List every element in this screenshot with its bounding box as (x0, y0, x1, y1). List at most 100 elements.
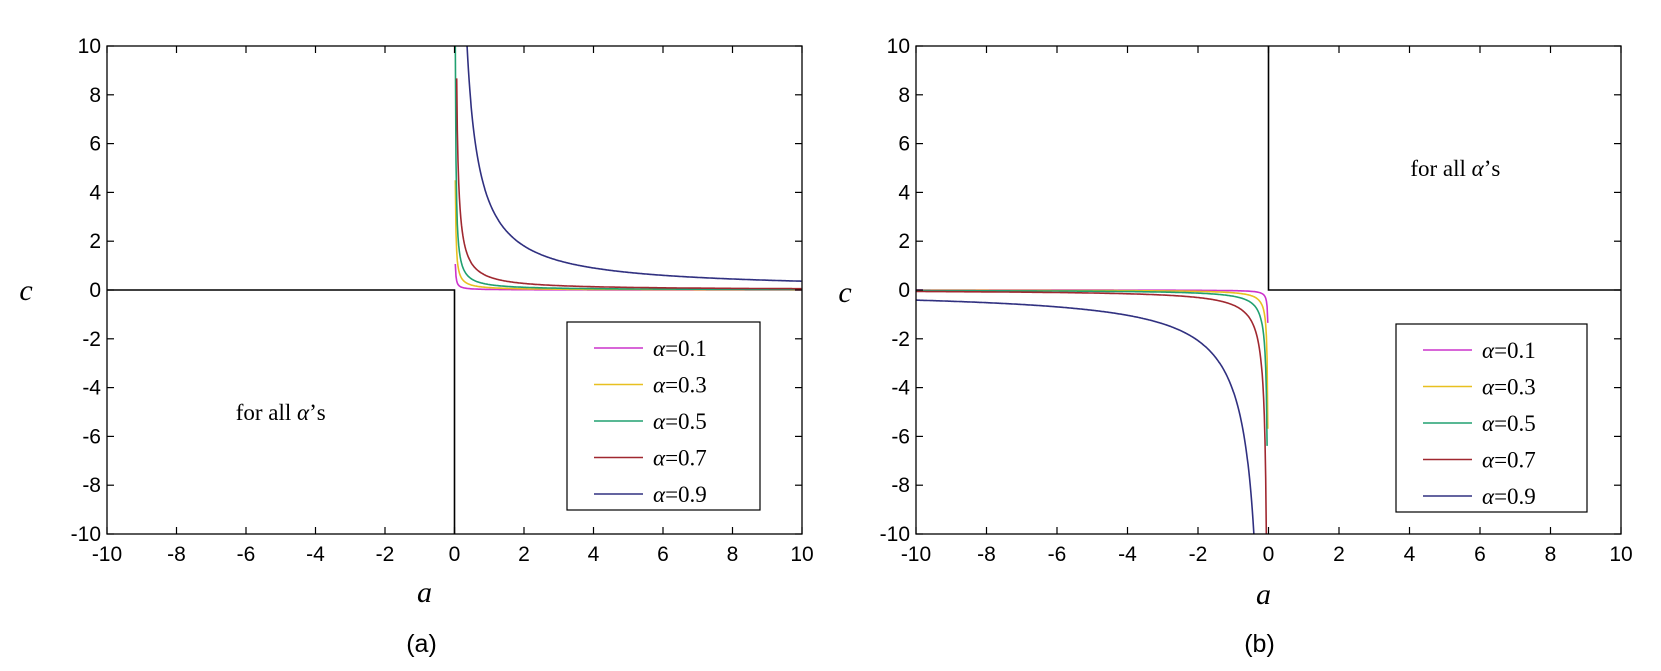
legend-entry: α=0.3 (1482, 375, 1536, 400)
legend-symbol: α (653, 446, 666, 471)
legend-entry: α=0.7 (1482, 448, 1536, 473)
x-tick-label: -10 (92, 543, 122, 566)
x-tick-label: -10 (901, 543, 931, 566)
region-boundary (107, 289, 456, 534)
region-annotation: for all α’s (236, 400, 326, 425)
legend-entry: α=0.9 (653, 482, 707, 507)
y-tick-label: 6 (898, 133, 910, 156)
series-group (916, 289, 1269, 534)
legend-label: =0.1 (665, 336, 707, 361)
y-tick-label: 4 (898, 181, 910, 204)
y-tick-label: -6 (891, 425, 910, 448)
annotation-prefix: for all (1410, 156, 1471, 181)
legend-symbol: α (1482, 411, 1495, 436)
y-axis-label: c (838, 276, 851, 309)
y-tick-label: 0 (89, 279, 101, 302)
legend-symbol: α (653, 336, 666, 361)
y-tick-label: -2 (891, 328, 910, 351)
legend: α=0.1α=0.3α=0.5α=0.7α=0.9 (566, 321, 761, 511)
legend-label: =0.5 (1494, 411, 1536, 436)
y-tick-label: 2 (89, 230, 101, 253)
legend-entry: α=0.1 (653, 336, 707, 361)
legend-label: =0.1 (1494, 338, 1536, 363)
y-tick-label: -2 (82, 328, 101, 351)
y-tick-label: 6 (89, 133, 101, 156)
x-tick-label: -6 (1048, 543, 1067, 566)
annotation-suffix: ’s (309, 400, 326, 425)
region-annotation: for all α’s (1410, 156, 1500, 181)
x-tick-label: 10 (790, 543, 813, 566)
legend-symbol: α (1482, 484, 1495, 509)
x-tick-label: 2 (518, 543, 530, 566)
legend-label: =0.7 (1494, 448, 1536, 473)
y-tick-label: -8 (891, 474, 910, 497)
series-line-0-5 (454, 46, 802, 291)
legend-box (566, 321, 761, 511)
annotation-symbol: α (297, 400, 310, 425)
x-tick-label: -4 (306, 543, 325, 566)
legend-label: =0.7 (665, 446, 707, 471)
x-tick-label: 10 (1609, 543, 1632, 566)
x-tick-label: 8 (1545, 543, 1557, 566)
x-tick-label: 2 (1333, 543, 1345, 566)
legend-label: =0.9 (1494, 484, 1536, 509)
x-tick-label: 0 (449, 543, 461, 566)
y-tick-label: -8 (82, 474, 101, 497)
series-line-0-9 (466, 46, 802, 283)
y-tick-label: 0 (898, 279, 910, 302)
chart-panel-a: -10 -8 -6 -4 -2 0 2 4 6 8 10 10 8 6 4 2 0 -2 -4 -6 -8 -10 a c (a… (19, 35, 813, 658)
series-line-0-3 (454, 180, 802, 291)
x-tick-label: 6 (1474, 543, 1486, 566)
x-tick-label: 4 (1404, 543, 1416, 566)
series-line-0-7 (916, 290, 1268, 534)
panel-label: (a) (406, 630, 437, 658)
legend-symbol: α (653, 482, 666, 507)
series-line-0-1 (916, 289, 1269, 323)
legend-symbol: α (1482, 338, 1495, 363)
legend-symbol: α (653, 409, 666, 434)
y-tick-label: 4 (89, 181, 101, 204)
y-axis-label: c (19, 274, 32, 307)
legend-box (1395, 323, 1588, 513)
annotation-prefix: for all (236, 400, 297, 425)
y-tick-label: 10 (887, 35, 910, 58)
legend-label: =0.3 (1494, 375, 1536, 400)
series-line-0-5 (916, 289, 1268, 446)
legend-symbol: α (653, 373, 666, 398)
legend-entry: α=0.5 (1482, 411, 1536, 436)
x-tick-label: -2 (376, 543, 395, 566)
annotation-symbol: α (1472, 156, 1485, 181)
series-line-0-7 (455, 78, 802, 290)
y-tick-label: 8 (898, 84, 910, 107)
y-tick-label: -10 (880, 523, 910, 546)
y-tick-label: 2 (898, 230, 910, 253)
x-tick-label: -8 (167, 543, 186, 566)
x-tick-label: 4 (588, 543, 600, 566)
x-tick-label: -6 (237, 543, 256, 566)
x-axis-label: a (417, 576, 432, 609)
y-tick-label: -4 (82, 377, 101, 400)
legend-entry: α=0.5 (653, 409, 707, 434)
legend-entry: α=0.9 (1482, 484, 1536, 509)
x-tick-label: -8 (977, 543, 996, 566)
series-line-0-9 (916, 299, 1255, 534)
legend-entry: α=0.7 (653, 446, 707, 471)
chart-panel-b: -10 -8 -6 -4 -2 0 2 4 6 8 10 10 8 6 4 2 0 -2 -4 -6 -8 -10 a c (b… (838, 35, 1632, 658)
x-axis-label: a (1256, 578, 1271, 611)
y-tick-label: 10 (78, 35, 101, 58)
y-tick-label: -4 (891, 377, 910, 400)
legend-label: =0.5 (665, 409, 707, 434)
legend-symbol: α (1482, 375, 1495, 400)
series-line-0-3 (916, 289, 1269, 429)
legend-label: =0.3 (665, 373, 707, 398)
legend-symbol: α (1482, 448, 1495, 473)
y-tick-label: -6 (82, 425, 101, 448)
legend: α=0.1α=0.3α=0.5α=0.7α=0.9 (1395, 323, 1588, 513)
y-tick-label: -10 (71, 523, 101, 546)
legend-entry: α=0.3 (653, 373, 707, 398)
series-group (454, 46, 802, 291)
panel-label: (b) (1244, 630, 1275, 658)
x-tick-label: -4 (1118, 543, 1137, 566)
x-tick-label: 8 (727, 543, 739, 566)
